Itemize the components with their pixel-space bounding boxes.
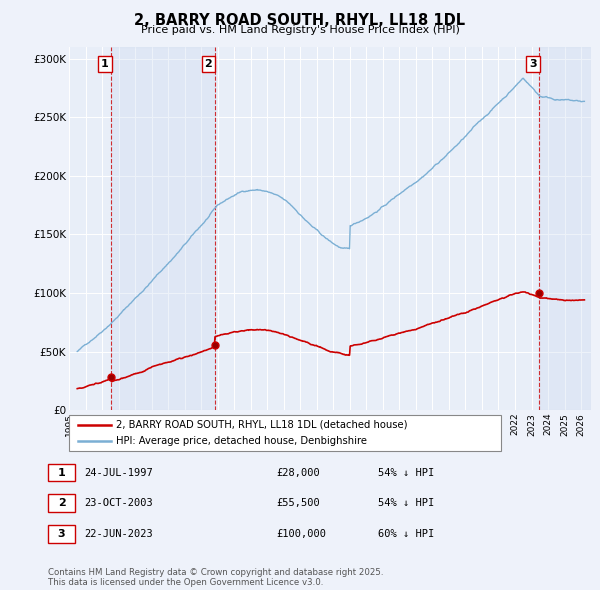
Text: 24-JUL-1997: 24-JUL-1997 <box>84 468 153 477</box>
Text: 54% ↓ HPI: 54% ↓ HPI <box>378 499 434 508</box>
Text: 22-JUN-2023: 22-JUN-2023 <box>84 529 153 539</box>
Text: 2: 2 <box>205 59 212 69</box>
Text: £55,500: £55,500 <box>276 499 320 508</box>
Text: Price paid vs. HM Land Registry's House Price Index (HPI): Price paid vs. HM Land Registry's House … <box>140 25 460 35</box>
Text: 2, BARRY ROAD SOUTH, RHYL, LL18 1DL (detached house): 2, BARRY ROAD SOUTH, RHYL, LL18 1DL (det… <box>116 419 407 430</box>
Text: £100,000: £100,000 <box>276 529 326 539</box>
Text: 54% ↓ HPI: 54% ↓ HPI <box>378 468 434 477</box>
Text: 2, BARRY ROAD SOUTH, RHYL, LL18 1DL: 2, BARRY ROAD SOUTH, RHYL, LL18 1DL <box>134 13 466 28</box>
Text: 60% ↓ HPI: 60% ↓ HPI <box>378 529 434 539</box>
Bar <box>111 47 215 410</box>
Text: 1: 1 <box>58 468 65 477</box>
Text: 1: 1 <box>101 59 109 69</box>
Text: Contains HM Land Registry data © Crown copyright and database right 2025.
This d: Contains HM Land Registry data © Crown c… <box>48 568 383 587</box>
Text: 3: 3 <box>58 529 65 539</box>
Bar <box>539 47 591 410</box>
Text: £28,000: £28,000 <box>276 468 320 477</box>
Text: HPI: Average price, detached house, Denbighshire: HPI: Average price, detached house, Denb… <box>116 437 367 447</box>
Text: 3: 3 <box>529 59 537 69</box>
Text: 23-OCT-2003: 23-OCT-2003 <box>84 499 153 508</box>
Text: 2: 2 <box>58 499 65 508</box>
